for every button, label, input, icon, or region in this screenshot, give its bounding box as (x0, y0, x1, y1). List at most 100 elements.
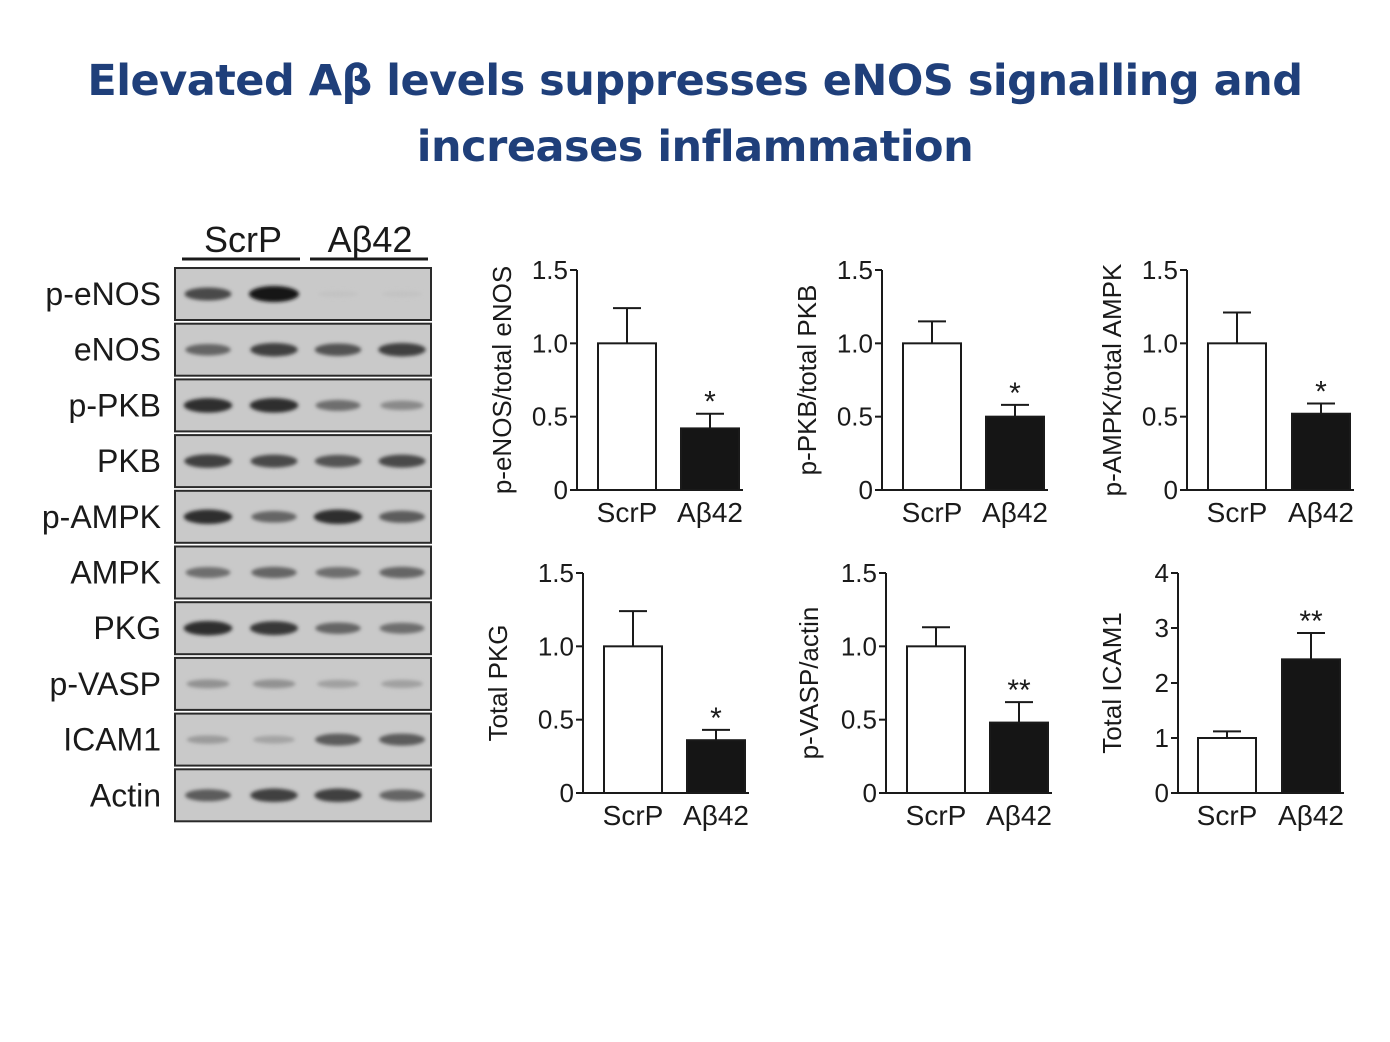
blot-band-p-ampk-lane-4 (379, 510, 425, 523)
blot-band-p-vasp-lane-4 (380, 679, 424, 689)
bar-abeta42 (1291, 412, 1351, 492)
blot-band-p-enos-lane-4 (381, 290, 423, 298)
blot-band-p-ampk-lane-2 (251, 511, 297, 523)
blot-row-label-pkg: PKG (93, 610, 161, 646)
y-tick-label: 0.5 (538, 705, 574, 735)
blot-band-actin-lane-2 (250, 788, 298, 803)
blot-band-pkg-lane-1 (183, 620, 233, 636)
x-tick-label-abeta42: Aβ42 (986, 800, 1052, 831)
blot-band-enos-lane-2 (250, 342, 298, 357)
y-axis-label: Total PKG (483, 624, 513, 741)
blot-group-label-abeta42: Aβ42 (328, 219, 413, 260)
bar-scrp (902, 342, 962, 492)
y-tick-label: 1.5 (837, 255, 873, 285)
blot-band-p-pkb-lane-3 (315, 399, 361, 411)
blot-band-ampk-lane-1 (185, 567, 231, 578)
y-axis-label: Total ICAM1 (1097, 612, 1127, 754)
y-tick-label: 1.0 (1142, 328, 1178, 358)
blot-band-p-vasp-lane-1 (186, 679, 230, 689)
blot-band-p-ampk-lane-3 (313, 509, 363, 525)
blot-band-pkg-lane-4 (379, 622, 425, 634)
x-tick-label-abeta42: Aβ42 (1288, 497, 1354, 528)
x-tick-label-scrp: ScrP (1197, 800, 1258, 831)
blot-band-enos-lane-4 (378, 342, 426, 357)
western-blot-panel: ScrP Aβ42 p-eNOS eNOS p-PKB PKB p-AMPK AMPK PK… (42, 219, 432, 823)
blot-row-label-pkb: PKB (97, 443, 161, 479)
x-tick-label-scrp: ScrP (1207, 497, 1268, 528)
x-tick-label-abeta42: Aβ42 (1278, 800, 1344, 831)
blot-band-p-enos-lane-1 (184, 287, 232, 301)
significance-marker: * (1315, 375, 1327, 408)
y-tick-label: 0.5 (1142, 402, 1178, 432)
blot-band-p-vasp-lane-3 (316, 679, 360, 689)
y-tick-label: 0 (554, 475, 568, 505)
x-tick-label-scrp: ScrP (902, 497, 963, 528)
bar-abeta42 (985, 415, 1045, 491)
bar-scrp (906, 645, 966, 794)
blot-band-enos-lane-3 (314, 343, 362, 356)
blot-band-p-pkb-lane-1 (183, 398, 233, 413)
bar-scrp (603, 645, 663, 794)
blot-band-p-pkb-lane-4 (380, 400, 424, 411)
y-tick-label: 1 (1155, 723, 1169, 753)
blot-band-actin-lane-1 (185, 789, 231, 802)
blot-band-enos-lane-1 (185, 343, 231, 356)
x-tick-label-abeta42: Aβ42 (683, 800, 749, 831)
significance-marker: * (710, 702, 722, 735)
blot-band-pkg-lane-2 (250, 621, 298, 636)
blot-row-label-p-pkb: p-PKB (69, 387, 161, 423)
x-tick-label-scrp: ScrP (906, 800, 967, 831)
x-tick-label-scrp: ScrP (603, 800, 664, 831)
blot-band-actin-lane-4 (379, 789, 425, 802)
y-tick-label: 1.0 (841, 631, 877, 661)
bar-abeta42 (1281, 658, 1341, 794)
y-tick-label: 1.0 (538, 631, 574, 661)
blot-band-p-vasp-lane-2 (252, 679, 296, 689)
blot-band-pkb-lane-1 (184, 454, 232, 468)
y-tick-label: 1.5 (1142, 255, 1178, 285)
x-tick-label-abeta42: Aβ42 (677, 497, 743, 528)
significance-marker: ** (1007, 674, 1031, 707)
y-tick-label: 1.5 (532, 255, 568, 285)
slide-title-line-1: Elevated Aβ levels suppresses eNOS signa… (87, 56, 1303, 106)
blot-band-pkb-lane-4 (378, 454, 426, 468)
blot-band-icam1-lane-1 (186, 735, 230, 744)
y-tick-label: 0 (859, 475, 873, 505)
blot-band-icam1-lane-4 (379, 733, 425, 746)
blot-group-label-scrp: ScrP (204, 219, 282, 260)
blot-row-label-icam1: ICAM1 (63, 722, 161, 758)
y-axis-label: p-eNOS/total eNOS (487, 266, 517, 494)
slide-title: Elevated Aβ levels suppresses eNOS signa… (0, 48, 1390, 180)
y-tick-label: 4 (1155, 558, 1169, 588)
bar-abeta42 (680, 427, 740, 491)
y-tick-label: 0 (1155, 778, 1169, 808)
blot-band-ampk-lane-4 (379, 566, 425, 579)
slide-title-line-2: increases inflammation (416, 122, 974, 172)
blot-band-icam1-lane-2 (253, 735, 295, 744)
y-tick-label: 1.0 (837, 328, 873, 358)
significance-marker: * (704, 386, 716, 419)
x-tick-label-scrp: ScrP (597, 497, 658, 528)
y-axis-label: p-VASP/actin (794, 607, 824, 760)
y-tick-label: 0.5 (837, 402, 873, 432)
y-axis-label: p-AMPK/total AMPK (1097, 263, 1127, 496)
blot-band-icam1-lane-3 (315, 733, 361, 746)
blot-band-pkb-lane-3 (314, 454, 362, 468)
blot-row-label-enos: eNOS (74, 332, 161, 368)
y-tick-label: 0 (1164, 475, 1178, 505)
blot-band-p-pkb-lane-2 (249, 398, 299, 413)
blot-band-p-ampk-lane-1 (183, 509, 233, 525)
y-tick-label: 3 (1155, 613, 1169, 643)
bar-abeta42 (686, 739, 746, 795)
bar-scrp (1197, 737, 1257, 794)
blot-row-label-p-ampk: p-AMPK (42, 499, 161, 535)
y-tick-label: 1.5 (538, 558, 574, 588)
blot-row-label-actin: Actin (90, 777, 161, 813)
y-tick-label: 0 (863, 778, 877, 808)
bar-scrp (1207, 342, 1267, 492)
